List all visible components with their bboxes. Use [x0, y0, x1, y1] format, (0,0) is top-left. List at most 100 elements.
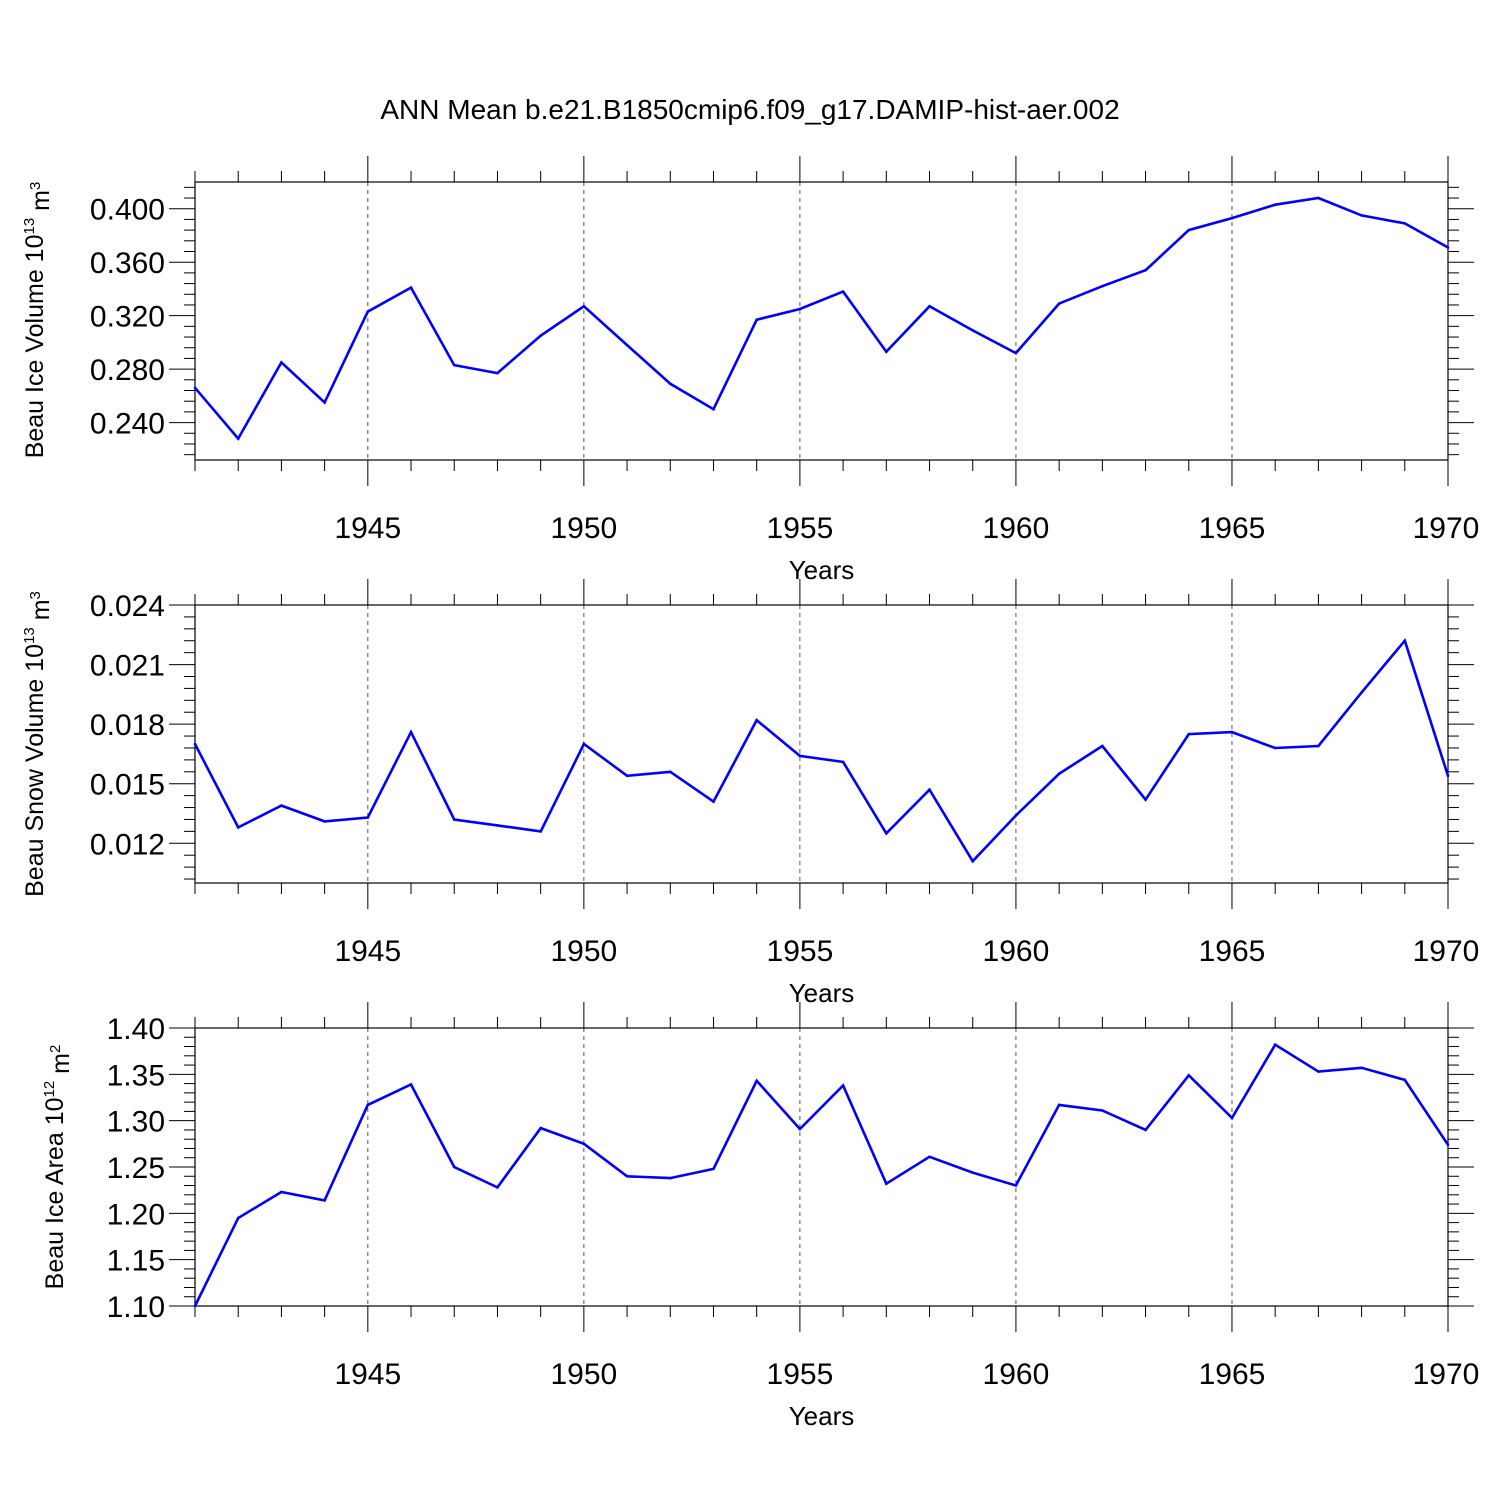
x-axis-label: Years	[789, 978, 855, 1008]
data-point	[1144, 268, 1147, 272]
x-tick-label: 1970	[1413, 512, 1480, 545]
x-tick-label: 1965	[1199, 512, 1266, 545]
data-point	[712, 407, 715, 411]
data-point	[971, 329, 975, 332]
y-tick-label: 0.018	[90, 709, 165, 742]
plot-frame	[194, 181, 1449, 461]
data-point	[1403, 639, 1407, 643]
y-tick-label: 0.240	[90, 408, 165, 441]
y-tick-label: 1.25	[107, 1152, 165, 1185]
y-axis-label-superscript: 3	[27, 591, 44, 599]
data-point	[1360, 1066, 1363, 1070]
data-point	[1057, 1103, 1061, 1107]
data-point	[1230, 1116, 1234, 1120]
x-axis-label: Years	[789, 555, 855, 585]
data-point	[236, 437, 240, 440]
data-point	[1101, 1109, 1104, 1112]
x-tick-label: 1960	[983, 512, 1050, 545]
data-point	[236, 826, 240, 829]
data-point	[539, 334, 542, 338]
y-axis-label-part: m	[47, 1053, 75, 1081]
data-point	[798, 307, 802, 311]
data-point	[668, 1176, 672, 1180]
data-point	[496, 824, 499, 827]
data-point	[755, 318, 758, 321]
data-point	[1317, 744, 1320, 748]
data-point	[1230, 730, 1234, 734]
data-point	[928, 788, 931, 791]
y-tick-label: 0.024	[90, 590, 165, 623]
x-tick-label: 1970	[1413, 935, 1480, 968]
data-point	[928, 304, 931, 308]
data-point	[366, 816, 370, 819]
data-point	[1446, 1143, 1450, 1147]
data-point	[582, 304, 586, 308]
data-point	[280, 804, 283, 807]
x-tick-label: 1950	[550, 512, 617, 545]
data-point	[712, 800, 715, 803]
data-point	[1403, 1078, 1407, 1082]
data-point	[193, 742, 197, 746]
plot-frame	[194, 604, 1449, 884]
y-axis-label-part: m	[27, 599, 55, 627]
data-point	[1273, 1043, 1277, 1046]
data-point	[1014, 351, 1018, 355]
y-axis-label-part: Beau Snow Volume 10	[21, 644, 49, 897]
data-point	[1317, 1070, 1320, 1073]
y-tick-label: 0.320	[90, 301, 165, 334]
y-axis-label: Beau Ice Area 1012 m2	[41, 1045, 75, 1290]
panel-3: 1.10 1.15 1.20 1.25 1.30 1.35 1.40 1945 1950 1955…	[41, 1002, 1479, 1431]
x-tick-label: 1965	[1199, 1358, 1266, 1391]
series-line	[193, 638, 1450, 864]
data-point	[409, 1083, 413, 1086]
x-tick-label: 1945	[334, 935, 401, 968]
data-point	[971, 859, 975, 863]
y-axis-label-superscript: 2	[47, 1045, 64, 1053]
data-point	[193, 386, 197, 390]
data-point	[668, 382, 672, 386]
x-tick-label: 1960	[983, 1358, 1050, 1391]
data-point	[1014, 1184, 1018, 1187]
data-point	[798, 754, 802, 758]
y-axis-label-superscript: 13	[21, 218, 38, 235]
data-point	[323, 401, 326, 404]
data-point	[625, 774, 629, 778]
x-tick-label: 1970	[1413, 1358, 1480, 1391]
data-point	[1187, 1073, 1191, 1077]
y-tick-label: 1.35	[107, 1059, 165, 1092]
data-point	[1446, 774, 1450, 778]
data-point	[1273, 203, 1277, 207]
data-point	[1403, 222, 1407, 225]
y-tick-label: 1.15	[107, 1245, 165, 1278]
data-point	[971, 1171, 975, 1174]
series-line	[193, 1042, 1450, 1307]
y-tick-label: 0.015	[90, 769, 165, 802]
data-point	[625, 1174, 629, 1178]
data-point	[496, 371, 499, 375]
data-point	[193, 1304, 197, 1308]
y-tick-label: 1.10	[107, 1291, 165, 1324]
data-point	[496, 1186, 499, 1189]
data-point	[1101, 284, 1104, 288]
data-point	[366, 1103, 370, 1107]
data-point	[582, 742, 586, 746]
y-axis-label-part: Beau Ice Area 10	[41, 1098, 69, 1290]
y-axis-label-superscript: 3	[27, 182, 44, 190]
panel-1: 0.240 0.280 0.320 0.360 0.400 1945 1950 1955 196…	[21, 156, 1479, 585]
data-point	[841, 1084, 845, 1087]
chart-title: ANN Mean b.e21.B1850cmip6.f09_g17.DAMIP-…	[380, 94, 1119, 125]
data-point	[1446, 246, 1450, 249]
data-point	[366, 310, 370, 313]
data-point	[1187, 228, 1191, 232]
data-point	[582, 1142, 586, 1146]
y-tick-label: 1.40	[107, 1013, 165, 1046]
x-tick-label: 1950	[550, 935, 617, 968]
x-tick-label: 1965	[1199, 935, 1266, 968]
x-tick-label: 1960	[983, 935, 1050, 968]
data-point	[280, 361, 283, 364]
data-point	[798, 1127, 802, 1131]
y-axis-label-part: m	[27, 190, 55, 218]
data-point	[452, 363, 456, 367]
data-point	[928, 1155, 931, 1159]
